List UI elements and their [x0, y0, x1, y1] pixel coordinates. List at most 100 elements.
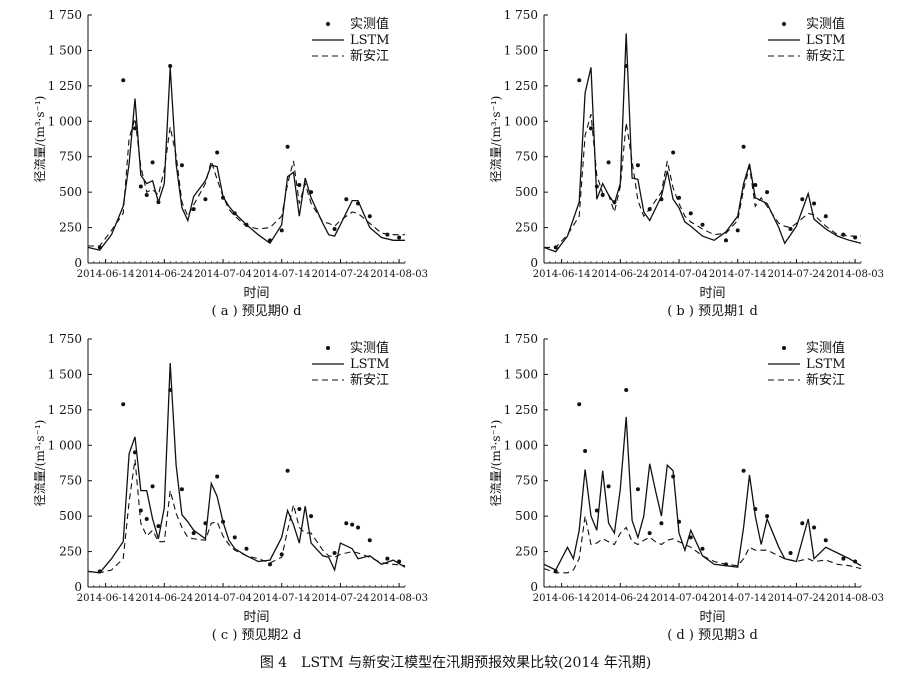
observed-point — [588, 126, 593, 131]
observed-point — [624, 64, 629, 69]
observed-point — [285, 468, 290, 473]
y-tick-label: 1 250 — [504, 79, 538, 93]
observed-point — [635, 487, 640, 492]
observed-point — [385, 232, 390, 237]
y-tick-label: 1 000 — [504, 114, 538, 128]
observed-point — [671, 474, 676, 479]
panel-label: ( a ) 预见期0 d — [211, 304, 301, 319]
legend-observed-marker — [326, 22, 330, 26]
series-xinanjiang-line — [88, 118, 405, 247]
panel-b: 0 250 500 750 1 000 1 250 1 500 1 750 2014-06-14… — [489, 8, 884, 319]
panel-a: 0 250 500 750 1 000 1 250 1 500 1 750 2014-06-14… — [33, 8, 428, 319]
x-axis-label: 时间 — [699, 286, 725, 301]
observed-point — [800, 197, 805, 202]
observed-point — [244, 222, 249, 227]
observed-point — [765, 514, 770, 519]
observed-point — [215, 474, 220, 479]
x-tick-label: 2014-07-04 — [194, 269, 252, 280]
x-tick-label: 2014-07-24 — [312, 269, 370, 280]
observed-point — [244, 546, 249, 551]
observed-point — [735, 228, 740, 233]
legend-xinanjiang-label: 新安江 — [350, 48, 389, 64]
observed-point — [344, 521, 349, 526]
y-tick-label: 500 — [515, 509, 538, 523]
y-tick-label: 1 500 — [504, 43, 538, 57]
observed-point — [356, 201, 361, 206]
y-tick-label: 750 — [515, 474, 538, 488]
observed-point — [688, 535, 693, 540]
observed-point — [232, 535, 237, 540]
x-axis-label: 时间 — [699, 610, 725, 625]
observed-point — [156, 524, 161, 529]
y-axis-label: 径流量/(m³·s⁻¹) — [489, 420, 503, 507]
observed-point — [279, 228, 284, 233]
y-tick-label: 1 750 — [48, 8, 82, 22]
observed-point — [841, 556, 846, 561]
x-tick-label: 2014-06-14 — [533, 593, 591, 604]
observed-point — [583, 448, 588, 453]
observed-point — [753, 507, 758, 512]
panel-c: 0 250 500 750 1 000 1 250 1 500 1 750 2014-06-14… — [33, 332, 428, 643]
series-xinanjiang-line — [87, 459, 406, 574]
y-tick-label: 1 750 — [504, 8, 538, 22]
observed-point — [309, 190, 314, 195]
observed-point — [267, 562, 272, 567]
x-tick-label: 2014-07-24 — [768, 269, 826, 280]
x-tick-label: 2014-08-03 — [370, 269, 428, 280]
x-axis-label: 时间 — [243, 286, 269, 301]
y-tick-label: 250 — [515, 221, 538, 235]
observed-point — [191, 207, 196, 212]
observed-point — [121, 78, 126, 83]
x-tick-label: 2014-06-14 — [77, 593, 135, 604]
observed-point — [179, 163, 184, 168]
observed-point — [594, 508, 599, 513]
observed-point — [367, 538, 372, 543]
y-tick-label: 1 500 — [48, 43, 82, 57]
y-axis-label: 径流量/(m³·s⁻¹) — [33, 96, 47, 183]
legend-observed-label: 实测值 — [806, 16, 845, 32]
x-tick-label: 2014-07-14 — [253, 269, 311, 280]
observed-point — [150, 484, 155, 489]
x-tick-label: 2014-06-14 — [533, 269, 591, 280]
observed-point — [132, 450, 137, 455]
observed-point — [179, 487, 184, 492]
x-tick-label: 2014-07-04 — [194, 593, 252, 604]
observed-point — [221, 195, 226, 200]
observed-point — [853, 235, 858, 240]
y-tick-label: 1 250 — [48, 79, 82, 93]
figure-caption: 图 4 LSTM 与新安江模型在汛期预报效果比较(2014 年汛期) — [259, 655, 652, 671]
observed-point — [677, 195, 682, 200]
observed-point — [267, 238, 272, 243]
observed-point — [677, 519, 682, 524]
observed-point — [144, 192, 149, 197]
observed-point — [232, 211, 237, 216]
series-lstm-line — [87, 363, 406, 574]
y-tick-label: 0 — [530, 256, 538, 270]
legend-observed-marker — [782, 346, 786, 350]
observed-point — [297, 183, 302, 188]
x-tick-label: 2014-07-04 — [650, 593, 708, 604]
observed-point — [332, 226, 337, 231]
series-xinanjiang-line — [544, 114, 861, 248]
observed-point — [203, 197, 208, 202]
observed-point — [577, 78, 582, 83]
observed-point — [577, 402, 582, 407]
y-tick-label: 1 000 — [48, 114, 82, 128]
y-tick-label: 1 250 — [504, 403, 538, 417]
y-tick-label: 250 — [59, 221, 82, 235]
x-tick-label: 2014-06-14 — [77, 269, 135, 280]
x-tick-label: 2014-07-24 — [312, 593, 370, 604]
observed-point — [97, 569, 102, 574]
observed-point — [553, 245, 558, 250]
panel-d: 0 250 500 750 1 000 1 250 1 500 1 750 2014-06-14… — [489, 332, 884, 643]
observed-point — [659, 521, 664, 526]
y-axis-label: 径流量/(m³·s⁻¹) — [33, 420, 47, 507]
observed-point — [367, 214, 372, 219]
observed-point — [168, 64, 173, 69]
panel-label: ( d ) 预见期3 d — [667, 628, 758, 643]
observed-point — [144, 516, 149, 521]
y-tick-label: 0 — [74, 580, 82, 594]
observed-point — [700, 546, 705, 551]
observed-point — [606, 484, 611, 489]
observed-point — [823, 538, 828, 543]
